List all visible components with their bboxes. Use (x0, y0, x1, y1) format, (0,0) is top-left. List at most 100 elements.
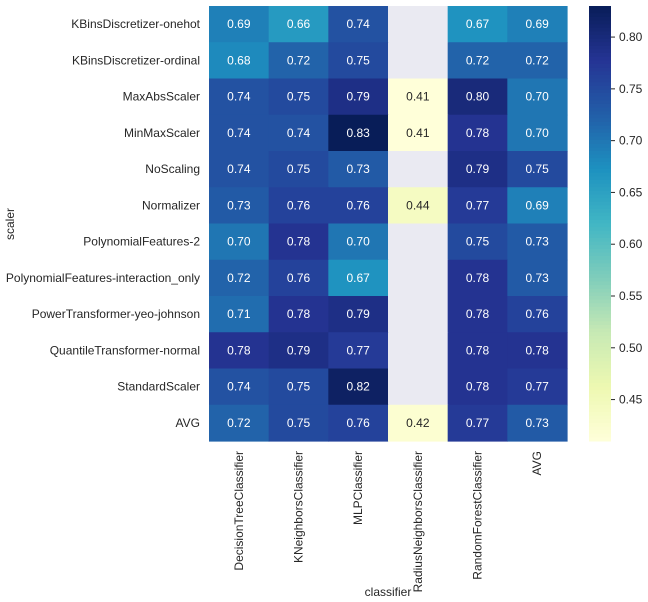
colorbar-segment (589, 183, 611, 188)
heatmap-cell (507, 296, 568, 333)
cell-value-label: 0.79 (466, 162, 490, 176)
heatmap-cell (209, 223, 270, 261)
colorbar-segment (589, 339, 611, 344)
colorbar-segment (589, 60, 611, 65)
y-tick-label: Normalizer (142, 198, 200, 212)
y-tick-label: KBinsDiscretizer-onehot (71, 17, 200, 31)
colorbar-segment (589, 419, 611, 424)
cell-value-label: 0.74 (227, 380, 251, 394)
y-tick-label: StandardScaler (117, 380, 200, 394)
colorbar-segment (589, 310, 611, 315)
colorbar-segment (589, 6, 611, 11)
colorbar-segment (589, 64, 611, 69)
colorbar-segment (589, 422, 611, 428)
cell-value-label: 0.71 (227, 307, 251, 321)
colorbar-segment (589, 303, 611, 308)
colorbar-segment (589, 107, 611, 112)
colorbar-segment (589, 335, 611, 341)
colorbar-tick-label: 0.45 (619, 393, 643, 407)
colorbar-segment (589, 245, 611, 250)
heatmap-cell (209, 259, 270, 297)
colorbar-segment (589, 129, 611, 134)
colorbar-segment (589, 285, 611, 290)
heatmap-cell (268, 259, 329, 297)
colorbar-segment (589, 408, 611, 413)
colorbar-segment (589, 393, 611, 399)
heatmap-cell (447, 78, 508, 116)
cell-value-label: 0.73 (227, 198, 251, 212)
colorbar-segment (589, 56, 611, 61)
y-axis-label: scaler (3, 208, 17, 240)
cell-value-label: 0.77 (466, 198, 490, 212)
cell-value-label: 0.44 (406, 198, 430, 212)
colorbar-segment (589, 248, 611, 254)
colorbar-segment (589, 288, 611, 293)
colorbar-segment (589, 292, 611, 297)
colorbar-segment (589, 238, 611, 243)
cell-value-label: 0.42 (406, 416, 430, 430)
y-tick-label: AVG (176, 416, 200, 430)
colorbar-segment (589, 270, 611, 275)
colorbar-segment (589, 433, 611, 438)
cell-value-label: 0.67 (466, 17, 490, 31)
heatmap-cell (388, 151, 449, 188)
colorbar-segment (589, 223, 611, 228)
colorbar-segment (589, 437, 611, 442)
colorbar-segment (589, 346, 611, 351)
cell-value-label: 0.73 (525, 416, 549, 430)
colorbar-segment (589, 122, 611, 127)
colorbar-segment (589, 42, 611, 47)
x-tick-label: MLPClassifier (351, 451, 365, 525)
cell-value-label: 0.74 (227, 90, 251, 104)
heatmap-cell (268, 6, 329, 43)
colorbar-segment (589, 368, 611, 373)
heatmap-cells (209, 6, 568, 442)
colorbar-segment (589, 364, 611, 370)
heatmap-cell (388, 42, 449, 80)
heatmap-cell (507, 223, 568, 261)
cell-value-label: 0.70 (346, 235, 370, 249)
heatmap-cell (388, 404, 449, 442)
colorbar-tick-label: 0.50 (619, 341, 643, 355)
cell-value-label: 0.41 (406, 126, 430, 140)
colorbar-segment (589, 415, 611, 420)
colorbar-tick-label: 0.60 (619, 237, 643, 251)
colorbar-segment (589, 27, 611, 32)
colorbar-segment (589, 386, 611, 391)
cell-value-label: 0.72 (525, 53, 549, 67)
heatmap-cell (328, 78, 389, 116)
colorbar-segment (589, 357, 611, 362)
heatmap-cell (268, 332, 329, 370)
cell-value-label: 0.83 (346, 126, 370, 140)
colorbar-segment (589, 227, 611, 232)
heatmap-cell (209, 187, 270, 225)
cell-value-label: 0.74 (287, 126, 311, 140)
heatmap-cell (507, 332, 568, 370)
colorbar-segment (589, 143, 611, 148)
colorbar-segment (589, 404, 611, 409)
heatmap-cell (388, 187, 449, 225)
y-tick-label: PolynomialFeatures-2 (83, 235, 200, 249)
colorbar-segment (589, 71, 611, 76)
colorbar-segment (589, 252, 611, 257)
colorbar-segment (589, 93, 611, 98)
cell-value-label: 0.78 (466, 343, 490, 357)
colorbar-segment (589, 209, 611, 214)
cell-value-label: 0.74 (346, 17, 370, 31)
colorbar-segment (589, 426, 611, 431)
colorbar-segment (589, 412, 611, 417)
cell-value-label: 0.75 (525, 162, 549, 176)
heatmap-cell (447, 259, 508, 297)
cell-value-label: 0.78 (525, 343, 549, 357)
colorbar-segment (589, 82, 611, 87)
heatmap-cell (328, 42, 389, 80)
colorbar-segment (589, 180, 611, 185)
colorbar-segment (589, 190, 611, 196)
y-tick-label: MinMaxScaler (124, 126, 200, 140)
cell-value-label: 0.75 (287, 162, 311, 176)
colorbar-segment (589, 274, 611, 279)
cell-value-label: 0.70 (227, 235, 251, 249)
colorbar-segment (589, 198, 611, 203)
colorbar-segment (589, 53, 611, 58)
